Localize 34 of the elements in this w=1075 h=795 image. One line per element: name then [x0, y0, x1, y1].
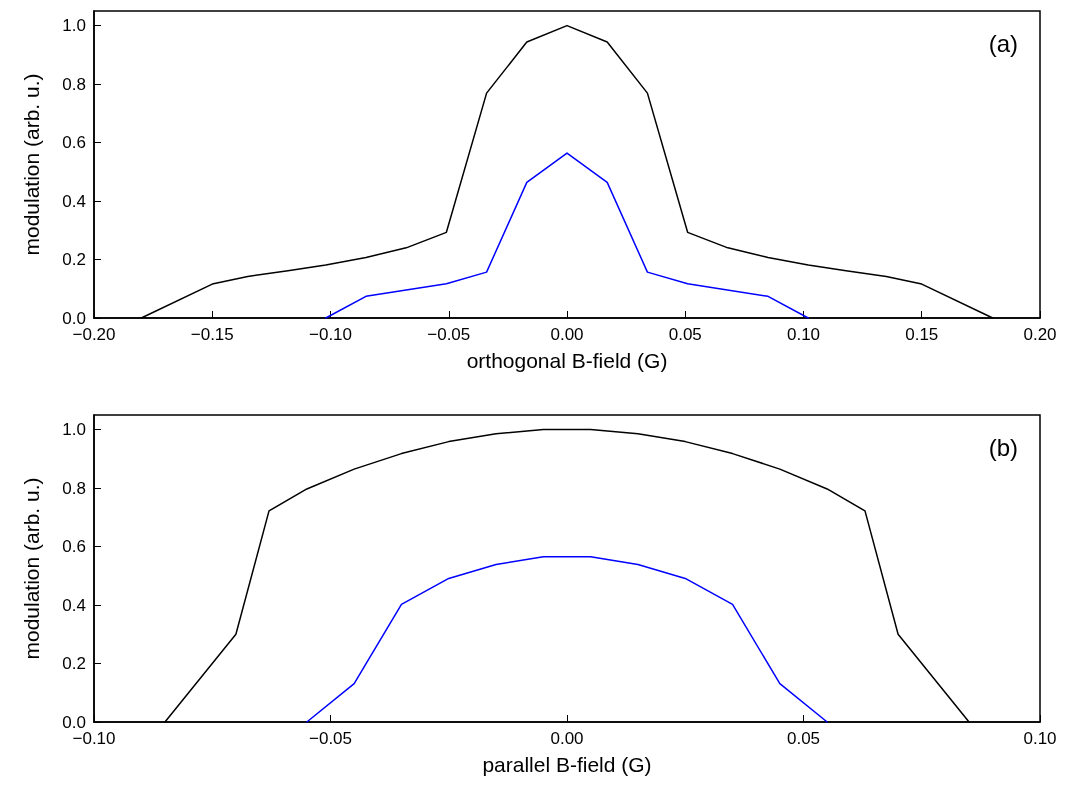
x-tick-label: 0.10 — [1023, 729, 1057, 748]
x-tick-label: 0.20 — [1023, 325, 1057, 344]
y-tick-label: 0.8 — [62, 74, 86, 94]
x-tick-label: 0.10 — [786, 325, 821, 344]
x-tick-label: −0.15 — [190, 325, 234, 344]
x-tick-label: −0.05 — [308, 729, 353, 748]
x-tick-label: 0.05 — [668, 325, 702, 344]
x-tick-label: 0.00 — [550, 325, 584, 344]
x-tick-label: −0.10 — [308, 325, 353, 344]
x-tick-label: −0.10 — [72, 729, 116, 748]
y-axis-title: modulation (arb. u.) — [20, 477, 43, 660]
x-axis-title: orthogonal B-field (G) — [466, 349, 668, 372]
line-series — [306, 556, 828, 723]
y-tick-label: 0.0 — [62, 308, 86, 328]
annotation: (b) — [988, 433, 1019, 461]
x-tick-label: 0.05 — [786, 729, 821, 748]
y-axis-title: modulation (arb. u.) — [20, 73, 43, 256]
y-tick-label: 0.0 — [62, 712, 86, 732]
x-axis-title: parallel B-field (G) — [482, 753, 652, 776]
y-tick-label: 0.6 — [62, 537, 86, 557]
x-tick-label: −0.20 — [72, 325, 116, 344]
x-tick-label: 0.00 — [550, 729, 584, 748]
line-series — [325, 152, 809, 319]
x-tick-label: 0.15 — [905, 325, 939, 344]
y-tick-label: 0.6 — [62, 133, 86, 153]
y-tick-label: 1.0 — [62, 16, 86, 36]
x-tick-label: −0.05 — [427, 325, 471, 344]
y-tick-label: 0.8 — [62, 478, 86, 498]
y-tick-label: 1.0 — [62, 420, 86, 440]
y-tick-label: 0.4 — [62, 191, 86, 211]
y-tick-label: 0.4 — [62, 595, 86, 615]
annotation: (a) — [988, 29, 1019, 57]
y-tick-label: 0.2 — [62, 250, 86, 270]
y-tick-label: 0.2 — [62, 654, 86, 674]
